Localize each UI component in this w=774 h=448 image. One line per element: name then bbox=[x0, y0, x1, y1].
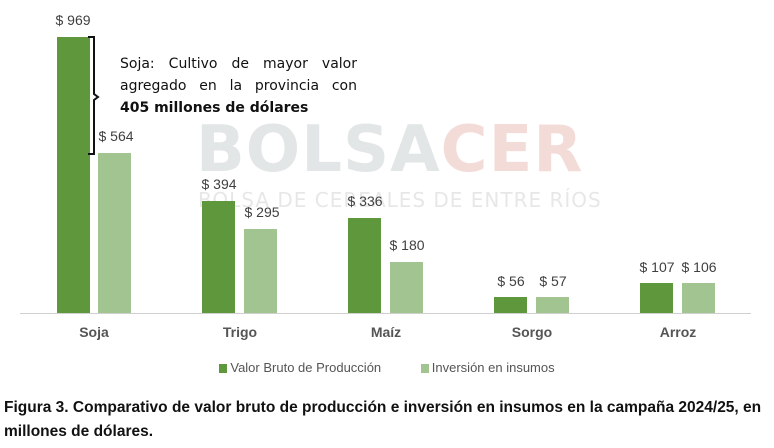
legend-swatch-vbp bbox=[219, 364, 228, 373]
bar-trigo-inversion bbox=[244, 229, 277, 313]
category-label-sorgo: Sorgo bbox=[511, 324, 553, 340]
bar-maiz-vbp bbox=[348, 218, 381, 313]
label-arroz-inversion: $ 106 bbox=[681, 259, 717, 275]
chart-legend: Valor Bruto de Producción Inversión en i… bbox=[0, 360, 774, 375]
bar-soja-vbp bbox=[57, 37, 90, 313]
watermark-logo: BOLSACER bbox=[196, 118, 584, 182]
bar-sorgo-inversion bbox=[536, 297, 569, 313]
bar-soja-inversion bbox=[98, 153, 131, 313]
annotation-text: Soja: Cultivo de mayor valor agregado en… bbox=[120, 56, 357, 94]
label-arroz-vbp: $ 107 bbox=[639, 259, 675, 275]
annotation-highlight: 405 millones de dólares bbox=[120, 100, 309, 116]
label-soja-inversion: $ 564 bbox=[98, 128, 134, 144]
legend-label-inversion: Inversión en insumos bbox=[431, 360, 555, 375]
bar-arroz-inversion bbox=[682, 283, 715, 313]
watermark-logo-right: CER bbox=[440, 113, 584, 187]
label-sorgo-vbp: $ 56 bbox=[497, 273, 525, 289]
category-label-arroz: Arroz bbox=[659, 324, 697, 340]
label-maiz-inversion: $ 180 bbox=[389, 237, 425, 253]
bar-trigo-vbp bbox=[202, 201, 235, 313]
label-maiz-vbp: $ 336 bbox=[347, 193, 383, 209]
category-label-trigo: Trigo bbox=[222, 324, 258, 340]
label-trigo-inversion: $ 295 bbox=[244, 204, 280, 220]
x-axis-line bbox=[20, 313, 751, 314]
legend-item-vbp: Valor Bruto de Producción bbox=[219, 360, 381, 375]
bar-sorgo-vbp bbox=[494, 297, 527, 313]
bar-maiz-inversion bbox=[390, 262, 423, 313]
label-sorgo-inversion: $ 57 bbox=[539, 273, 567, 289]
watermark-logo-left: BOLSA bbox=[196, 113, 441, 187]
category-label-soja: Soja bbox=[79, 324, 109, 340]
watermark-subtitle: BOLSA DE CEREALES DE ENTRE RÍOS bbox=[198, 188, 602, 212]
legend-label-vbp: Valor Bruto de Producción bbox=[230, 360, 382, 375]
bar-arroz-vbp bbox=[640, 283, 673, 313]
annotation-soja: Soja: Cultivo de mayor valor agregado en… bbox=[120, 53, 357, 119]
legend-item-inversion: Inversión en insumos bbox=[420, 360, 555, 375]
figure-caption: Figura 3. Comparativo de valor bruto de … bbox=[4, 399, 762, 440]
bracket-icon bbox=[88, 36, 100, 155]
category-label-maiz: Maíz bbox=[370, 324, 402, 340]
label-trigo-vbp: $ 394 bbox=[201, 176, 237, 192]
legend-swatch-inversion bbox=[420, 364, 429, 373]
label-soja-vbp: $ 969 bbox=[55, 12, 91, 28]
